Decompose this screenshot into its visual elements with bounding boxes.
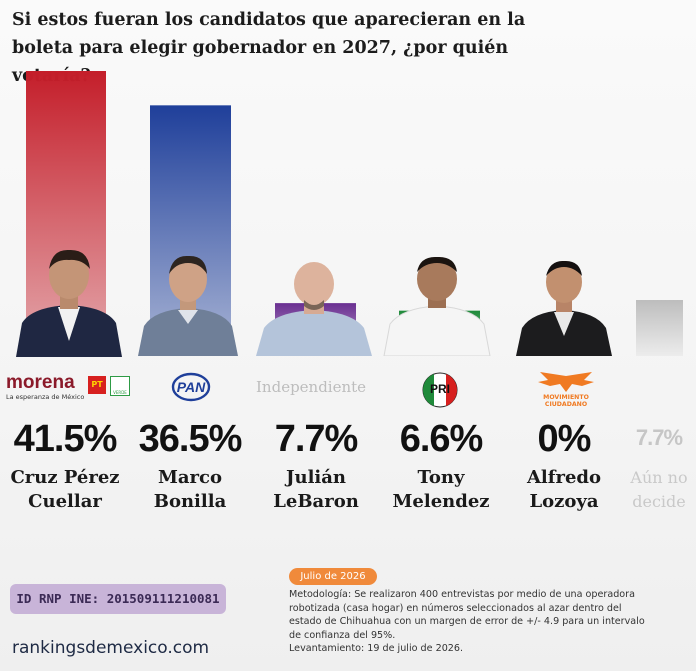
name-bonilla-line1: Marco — [157, 467, 223, 488]
name-lozoya: Alfredo Lozoya — [499, 466, 629, 514]
name-no-decide: Aún no decide — [594, 466, 696, 514]
candidate-photo-lozoya — [516, 260, 612, 356]
name-melendez-line1: Tony — [417, 467, 465, 488]
name-bonilla: Marco Bonilla — [125, 466, 255, 514]
candidate-photo-cruz — [16, 249, 122, 357]
pct-melendez: 6.6% — [399, 418, 484, 460]
eagle-icon — [538, 372, 594, 392]
pan-circle-icon — [171, 372, 211, 402]
candidate-photo-bonilla — [138, 255, 238, 356]
method-line-3: estado de Chihuahua con un margen de err… — [289, 616, 645, 627]
method-line-5: Levantamiento: 19 de julio de 2026. — [289, 643, 464, 654]
pct-bonilla: 36.5% — [138, 418, 243, 460]
title-line-1: Si estos fueran los candidatos que apare… — [12, 10, 526, 30]
name-no-decide-line2: decide — [632, 492, 686, 511]
mc-label: MOVIMIENTO CIUDADANO — [543, 394, 589, 408]
pri-emblem-icon — [422, 372, 458, 408]
method-line-4: de confianza del 95%. — [289, 629, 396, 641]
method-line-1: Metodología: Se realizaron 400 entrevist… — [289, 589, 636, 600]
date-badge: Julio de 2026 — [289, 568, 377, 585]
verde-logo: VERDE — [110, 376, 130, 396]
methodology-text: Metodología: Se realizaron 400 entrevist… — [289, 588, 687, 656]
name-melendez: Tony Melendez — [376, 466, 506, 514]
pct-lozoya: 0% — [537, 418, 592, 460]
candidate-photo-melendez — [383, 256, 491, 356]
name-lebaron-line1: Julián — [285, 467, 347, 488]
site-url[interactable]: rankingsdemexico.com — [12, 638, 210, 658]
name-lebaron-line2: LeBaron — [273, 491, 359, 512]
morena-wordmark: morena — [6, 372, 75, 393]
mc-logo: MOVIMIENTO CIUDADANO — [536, 370, 596, 410]
morena-logo: morena La esperanza de México PT VERDE — [6, 372, 131, 404]
name-cruz-line2: Cuellar — [28, 491, 102, 512]
independiente-label: Independiente — [256, 378, 367, 396]
name-lebaron: Julián LeBaron — [251, 466, 381, 514]
method-line-2: robotizada (casa hogar) en números selec… — [289, 602, 622, 614]
name-bonilla-line2: Bonilla — [153, 491, 227, 512]
candidate-photo-lebaron — [256, 262, 372, 356]
pan-logo: PAN — [170, 372, 212, 402]
morena-tagline: La esperanza de México — [6, 393, 85, 401]
rnp-badge: ID RNP INE: 201509111210081 — [10, 584, 226, 614]
name-lozoya-line1: Alfredo — [526, 467, 602, 488]
pt-logo: PT — [88, 376, 106, 394]
pct-cruz: 41.5% — [13, 418, 118, 460]
name-melendez-line2: Melendez — [392, 491, 490, 512]
pct-no-decide: 7.7% — [635, 425, 683, 450]
name-cruz-line1: Cruz Pérez — [10, 467, 120, 488]
pan-label: PAN — [176, 379, 206, 395]
pct-lebaron: 7.7% — [274, 418, 359, 460]
name-no-decide-line1: Aún no — [630, 468, 688, 487]
bar-6 — [636, 300, 683, 356]
pt-label: PT — [91, 380, 103, 389]
pri-label: PRI — [429, 382, 450, 396]
name-cruz: Cruz Pérez Cuellar — [0, 466, 130, 514]
name-lozoya-line2: Lozoya — [529, 491, 599, 512]
pri-logo: PRI — [422, 372, 458, 408]
verde-label: VERDE — [113, 390, 127, 395]
